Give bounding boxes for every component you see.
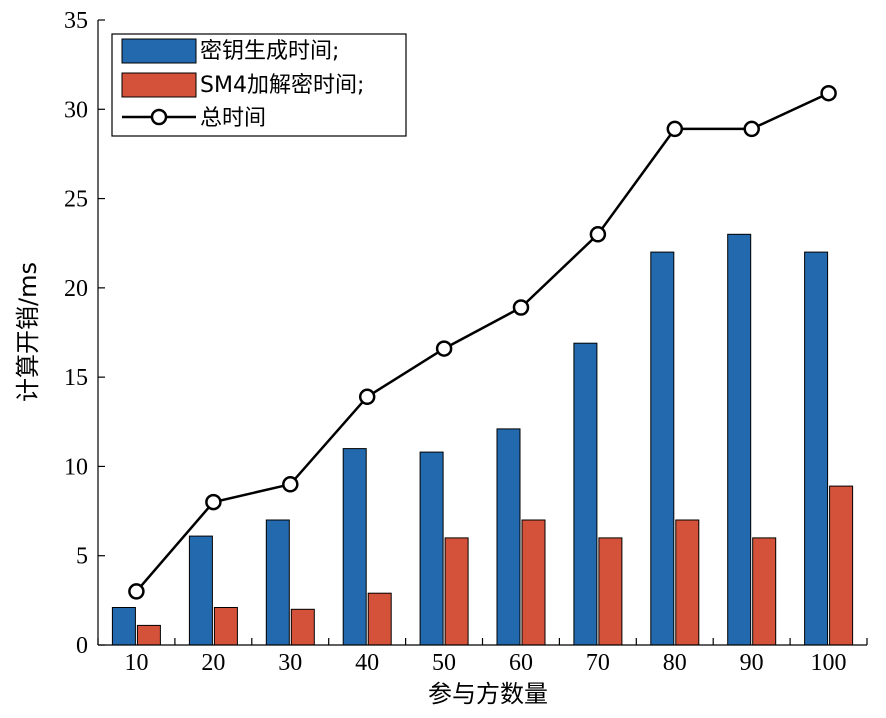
bars-layer (111, 233, 854, 646)
legend-swatch-0 (121, 38, 197, 64)
sm4-bar-60 (521, 519, 546, 646)
total-time-point-40 (358, 388, 376, 406)
keygen-bar-30 (265, 519, 290, 646)
total-time-point-50 (435, 340, 453, 357)
total-time-point-60 (512, 299, 530, 316)
x-tick-label: 20 (201, 650, 225, 676)
total-time-point-70 (589, 226, 607, 243)
x-ticks: 10 20 30 40 50 60 70 80 90 100 (97, 638, 868, 676)
sm4-bar-40 (367, 592, 392, 646)
total-time-line (135, 92, 830, 593)
sm4-bar-70 (598, 537, 623, 646)
x-tick-label: 100 (811, 650, 847, 676)
keygen-bar-50 (419, 451, 444, 646)
y-ticks: 0 5 10 15 20 25 30 35 (64, 8, 105, 659)
total-time-point-80 (666, 120, 684, 138)
y-tick-label: 25 (64, 187, 88, 213)
legend-label-1: SM4加解密时间; (200, 73, 364, 98)
legend: 密钥生成时间; SM4加解密时间; 总时间 (111, 33, 407, 137)
sm4-bar-80 (675, 519, 700, 646)
x-tick-label: 90 (740, 650, 764, 676)
y-tick-label: 10 (64, 454, 88, 480)
sm4-bar-30 (290, 608, 315, 646)
y-tick-label: 30 (64, 97, 88, 123)
keygen-bar-80 (650, 251, 675, 646)
legend-swatch-1 (121, 72, 197, 98)
sm4-bar-20 (213, 607, 238, 646)
x-tick-label: 70 (586, 650, 610, 676)
keygen-bar-90 (727, 233, 752, 646)
total-line-layer (128, 84, 837, 600)
y-axis-title: 计算开销/ms (14, 262, 42, 402)
keygen-bar-10 (111, 607, 136, 646)
keygen-bar-20 (188, 535, 213, 646)
y-tick-label: 15 (64, 365, 88, 391)
keygen-bar-40 (342, 448, 367, 646)
y-tick-label: 20 (64, 276, 88, 302)
y-tick-label: 5 (76, 544, 88, 570)
legend-label-0: 密钥生成时间; (200, 39, 339, 64)
total-time-point-30 (282, 476, 299, 493)
total-time-point-100 (820, 84, 837, 102)
y-tick-label: 0 (76, 633, 88, 659)
x-tick-label: 80 (663, 650, 687, 676)
sm4-bar-90 (752, 537, 777, 646)
legend-label-2: 总时间 (200, 106, 266, 131)
total-time-point-10 (128, 583, 145, 600)
keygen-bar-60 (496, 428, 521, 646)
total-time-point-90 (743, 120, 760, 138)
sm4-bar-100 (829, 485, 854, 646)
x-tick-label: 40 (355, 650, 379, 676)
legend-marker (150, 108, 168, 126)
x-tick-label: 10 (124, 650, 148, 676)
x-axis-title: 参与方数量 (428, 680, 548, 708)
x-tick-label: 50 (432, 650, 456, 676)
y-tick-label: 35 (64, 8, 88, 34)
sm4-bar-50 (444, 537, 469, 646)
keygen-bar-70 (573, 342, 598, 646)
x-tick-label: 30 (278, 650, 302, 676)
keygen-bar-100 (804, 251, 829, 646)
total-time-point-20 (205, 493, 222, 511)
sm4-bar-10 (136, 624, 161, 646)
x-tick-label: 60 (509, 650, 533, 676)
